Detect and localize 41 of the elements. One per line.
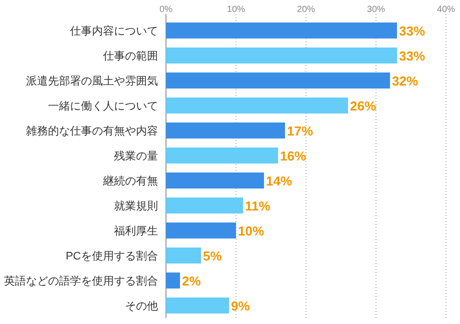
bar xyxy=(166,98,348,114)
data-label: 10% xyxy=(238,224,264,238)
bar xyxy=(166,72,390,88)
bar xyxy=(166,248,201,264)
x-tick-label: 10% xyxy=(226,4,246,14)
bar xyxy=(166,48,397,64)
y-tick-label: PCを使用する割合 xyxy=(66,250,158,262)
data-label: 26% xyxy=(350,98,376,114)
data-label: 33% xyxy=(399,48,426,64)
data-label: 9% xyxy=(231,298,250,314)
y-tick-label: 一緒に働く人について xyxy=(48,100,158,112)
bar xyxy=(166,172,264,188)
bar xyxy=(166,222,236,238)
y-tick-label: その他 xyxy=(125,300,158,312)
bar xyxy=(166,198,243,214)
y-tick-label: 福利厚生 xyxy=(114,224,158,238)
y-tick-label: 派遣先部署の風土や雰囲気 xyxy=(26,74,158,88)
x-tick-label: 20% xyxy=(296,4,316,14)
bar xyxy=(166,22,397,38)
data-label: 17% xyxy=(287,124,314,138)
data-label: 11% xyxy=(245,198,271,214)
data-label: 14% xyxy=(266,174,292,188)
bar xyxy=(166,148,278,164)
data-label: 33% xyxy=(399,24,426,38)
y-tick-label: 残業の量 xyxy=(114,150,158,162)
data-label: 2% xyxy=(182,274,202,288)
x-tick-label: 0% xyxy=(159,4,173,14)
y-tick-label: 英語などの語学を使用する割合 xyxy=(4,274,158,288)
y-tick-label: 継続の有無 xyxy=(102,174,158,188)
bar xyxy=(166,272,180,288)
y-tick-label: 就業規則 xyxy=(114,200,158,212)
data-label: 5% xyxy=(203,248,222,264)
y-tick-label: 仕事の範囲 xyxy=(103,50,158,62)
x-tick-label: 40% xyxy=(436,4,456,14)
y-tick-label: 雑務的な仕事の有無や内容 xyxy=(26,124,158,138)
y-tick-label: 仕事内容について xyxy=(70,24,158,38)
data-label: 16% xyxy=(280,148,306,164)
x-tick-label: 30% xyxy=(366,4,386,14)
bar xyxy=(166,122,285,138)
data-label: 32% xyxy=(392,74,418,88)
bar xyxy=(166,298,229,314)
